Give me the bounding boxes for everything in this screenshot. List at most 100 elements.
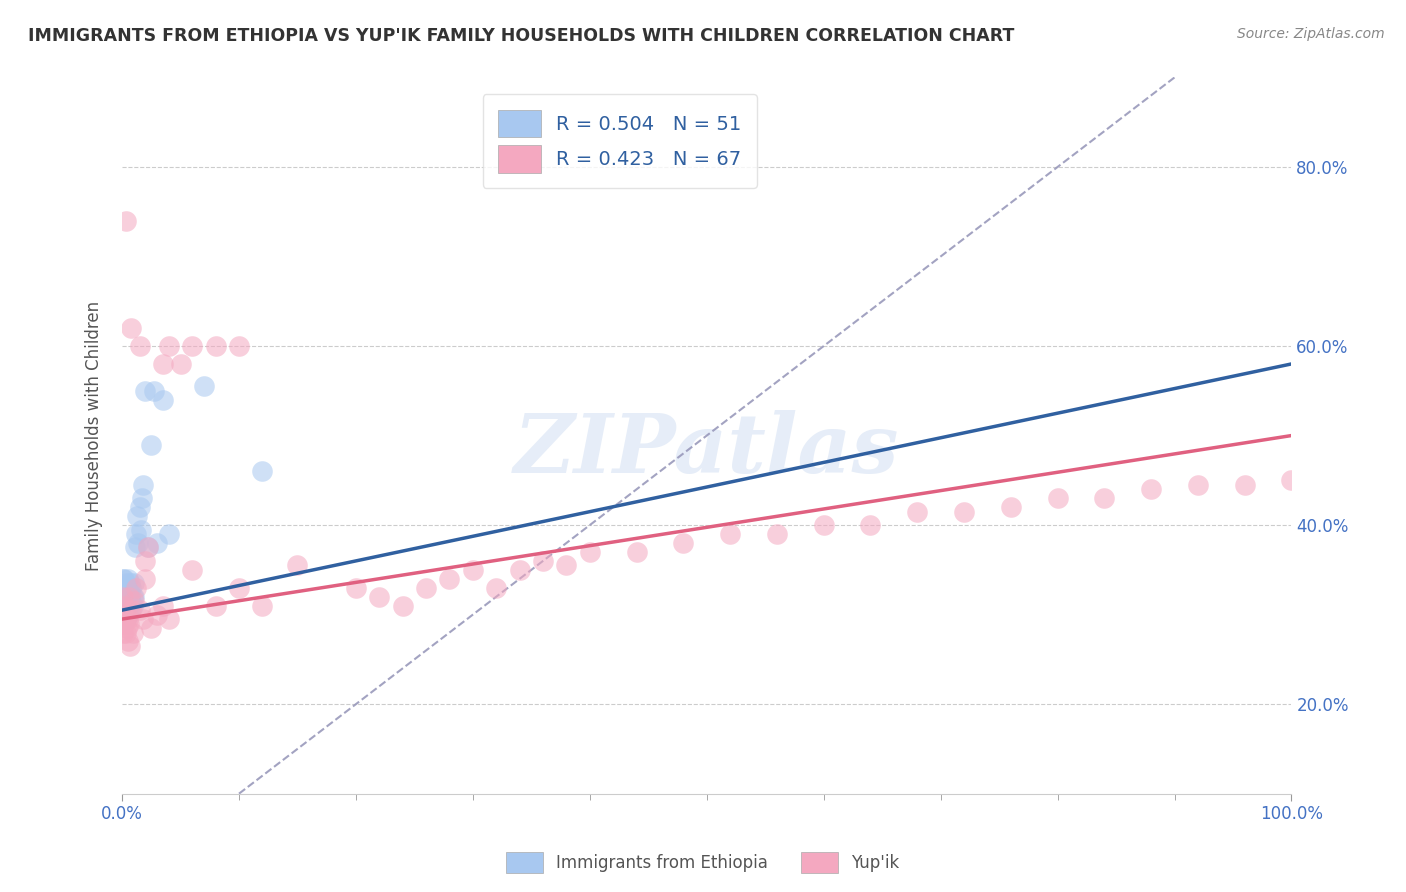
Point bbox=[127, 536, 149, 550]
Point bbox=[128, 500, 150, 515]
Point bbox=[112, 612, 135, 626]
Point bbox=[141, 437, 163, 451]
Point bbox=[120, 594, 142, 608]
Point bbox=[122, 590, 145, 604]
Point bbox=[132, 612, 155, 626]
Point bbox=[157, 339, 180, 353]
Point bbox=[766, 527, 789, 541]
Point bbox=[118, 590, 141, 604]
Point bbox=[114, 599, 136, 613]
Point bbox=[905, 505, 928, 519]
Point bbox=[1281, 473, 1303, 487]
Point bbox=[344, 581, 367, 595]
Point bbox=[112, 585, 135, 599]
Point bbox=[152, 599, 174, 613]
Point bbox=[181, 339, 204, 353]
Point bbox=[555, 558, 578, 573]
Legend: R = 0.504   N = 51, R = 0.423   N = 67: R = 0.504 N = 51, R = 0.423 N = 67 bbox=[482, 95, 758, 188]
Point bbox=[204, 599, 226, 613]
Point bbox=[114, 612, 136, 626]
Point bbox=[134, 384, 156, 398]
Point bbox=[112, 572, 135, 586]
Point bbox=[120, 590, 142, 604]
Point bbox=[134, 572, 156, 586]
Point bbox=[114, 590, 136, 604]
Point bbox=[157, 527, 180, 541]
Point bbox=[415, 581, 437, 595]
Point bbox=[146, 607, 169, 622]
Point bbox=[181, 563, 204, 577]
Point bbox=[136, 541, 159, 555]
Point bbox=[1046, 491, 1069, 506]
Point bbox=[131, 491, 153, 506]
Point bbox=[287, 558, 309, 573]
Legend: Immigrants from Ethiopia, Yup'ik: Immigrants from Ethiopia, Yup'ik bbox=[499, 846, 907, 880]
Point bbox=[118, 585, 141, 599]
Point bbox=[117, 572, 139, 586]
Point bbox=[117, 634, 139, 648]
Point bbox=[117, 599, 139, 613]
Point bbox=[115, 594, 138, 608]
Point bbox=[813, 518, 835, 533]
Point bbox=[228, 581, 250, 595]
Point bbox=[115, 621, 138, 635]
Point bbox=[146, 536, 169, 550]
Point bbox=[439, 572, 461, 586]
Point bbox=[115, 581, 138, 595]
Point bbox=[120, 581, 142, 595]
Point bbox=[169, 357, 191, 371]
Point bbox=[121, 599, 143, 613]
Point bbox=[120, 639, 142, 653]
Point bbox=[859, 518, 882, 533]
Point bbox=[117, 585, 139, 599]
Y-axis label: Family Households with Children: Family Households with Children bbox=[86, 301, 103, 571]
Point bbox=[152, 357, 174, 371]
Point bbox=[128, 603, 150, 617]
Point bbox=[112, 607, 135, 622]
Point bbox=[114, 612, 136, 626]
Point bbox=[152, 392, 174, 407]
Point bbox=[672, 536, 695, 550]
Point bbox=[122, 594, 145, 608]
Point bbox=[114, 603, 136, 617]
Point bbox=[114, 576, 136, 591]
Point bbox=[112, 625, 135, 640]
Point bbox=[112, 616, 135, 631]
Point bbox=[718, 527, 741, 541]
Point bbox=[391, 599, 413, 613]
Point bbox=[118, 599, 141, 613]
Point bbox=[115, 607, 138, 622]
Point bbox=[114, 625, 136, 640]
Point bbox=[120, 603, 142, 617]
Point bbox=[204, 339, 226, 353]
Point bbox=[134, 554, 156, 568]
Point bbox=[120, 576, 142, 591]
Point bbox=[112, 607, 135, 622]
Point bbox=[121, 625, 143, 640]
Point bbox=[128, 339, 150, 353]
Point bbox=[114, 213, 136, 227]
Point bbox=[509, 563, 531, 577]
Point bbox=[117, 607, 139, 622]
Point bbox=[117, 612, 139, 626]
Point bbox=[1140, 483, 1163, 497]
Point bbox=[193, 379, 215, 393]
Point bbox=[115, 607, 138, 622]
Point bbox=[578, 545, 600, 559]
Point bbox=[953, 505, 976, 519]
Point bbox=[1187, 477, 1209, 491]
Point bbox=[124, 541, 146, 555]
Point bbox=[461, 563, 484, 577]
Point bbox=[127, 509, 149, 524]
Point bbox=[132, 477, 155, 491]
Point bbox=[120, 321, 142, 335]
Text: Source: ZipAtlas.com: Source: ZipAtlas.com bbox=[1237, 27, 1385, 41]
Point bbox=[112, 594, 135, 608]
Point bbox=[626, 545, 648, 559]
Point bbox=[142, 384, 165, 398]
Point bbox=[228, 339, 250, 353]
Point bbox=[118, 616, 141, 631]
Point bbox=[112, 590, 135, 604]
Text: ZIPatlas: ZIPatlas bbox=[515, 410, 900, 490]
Point bbox=[112, 572, 135, 586]
